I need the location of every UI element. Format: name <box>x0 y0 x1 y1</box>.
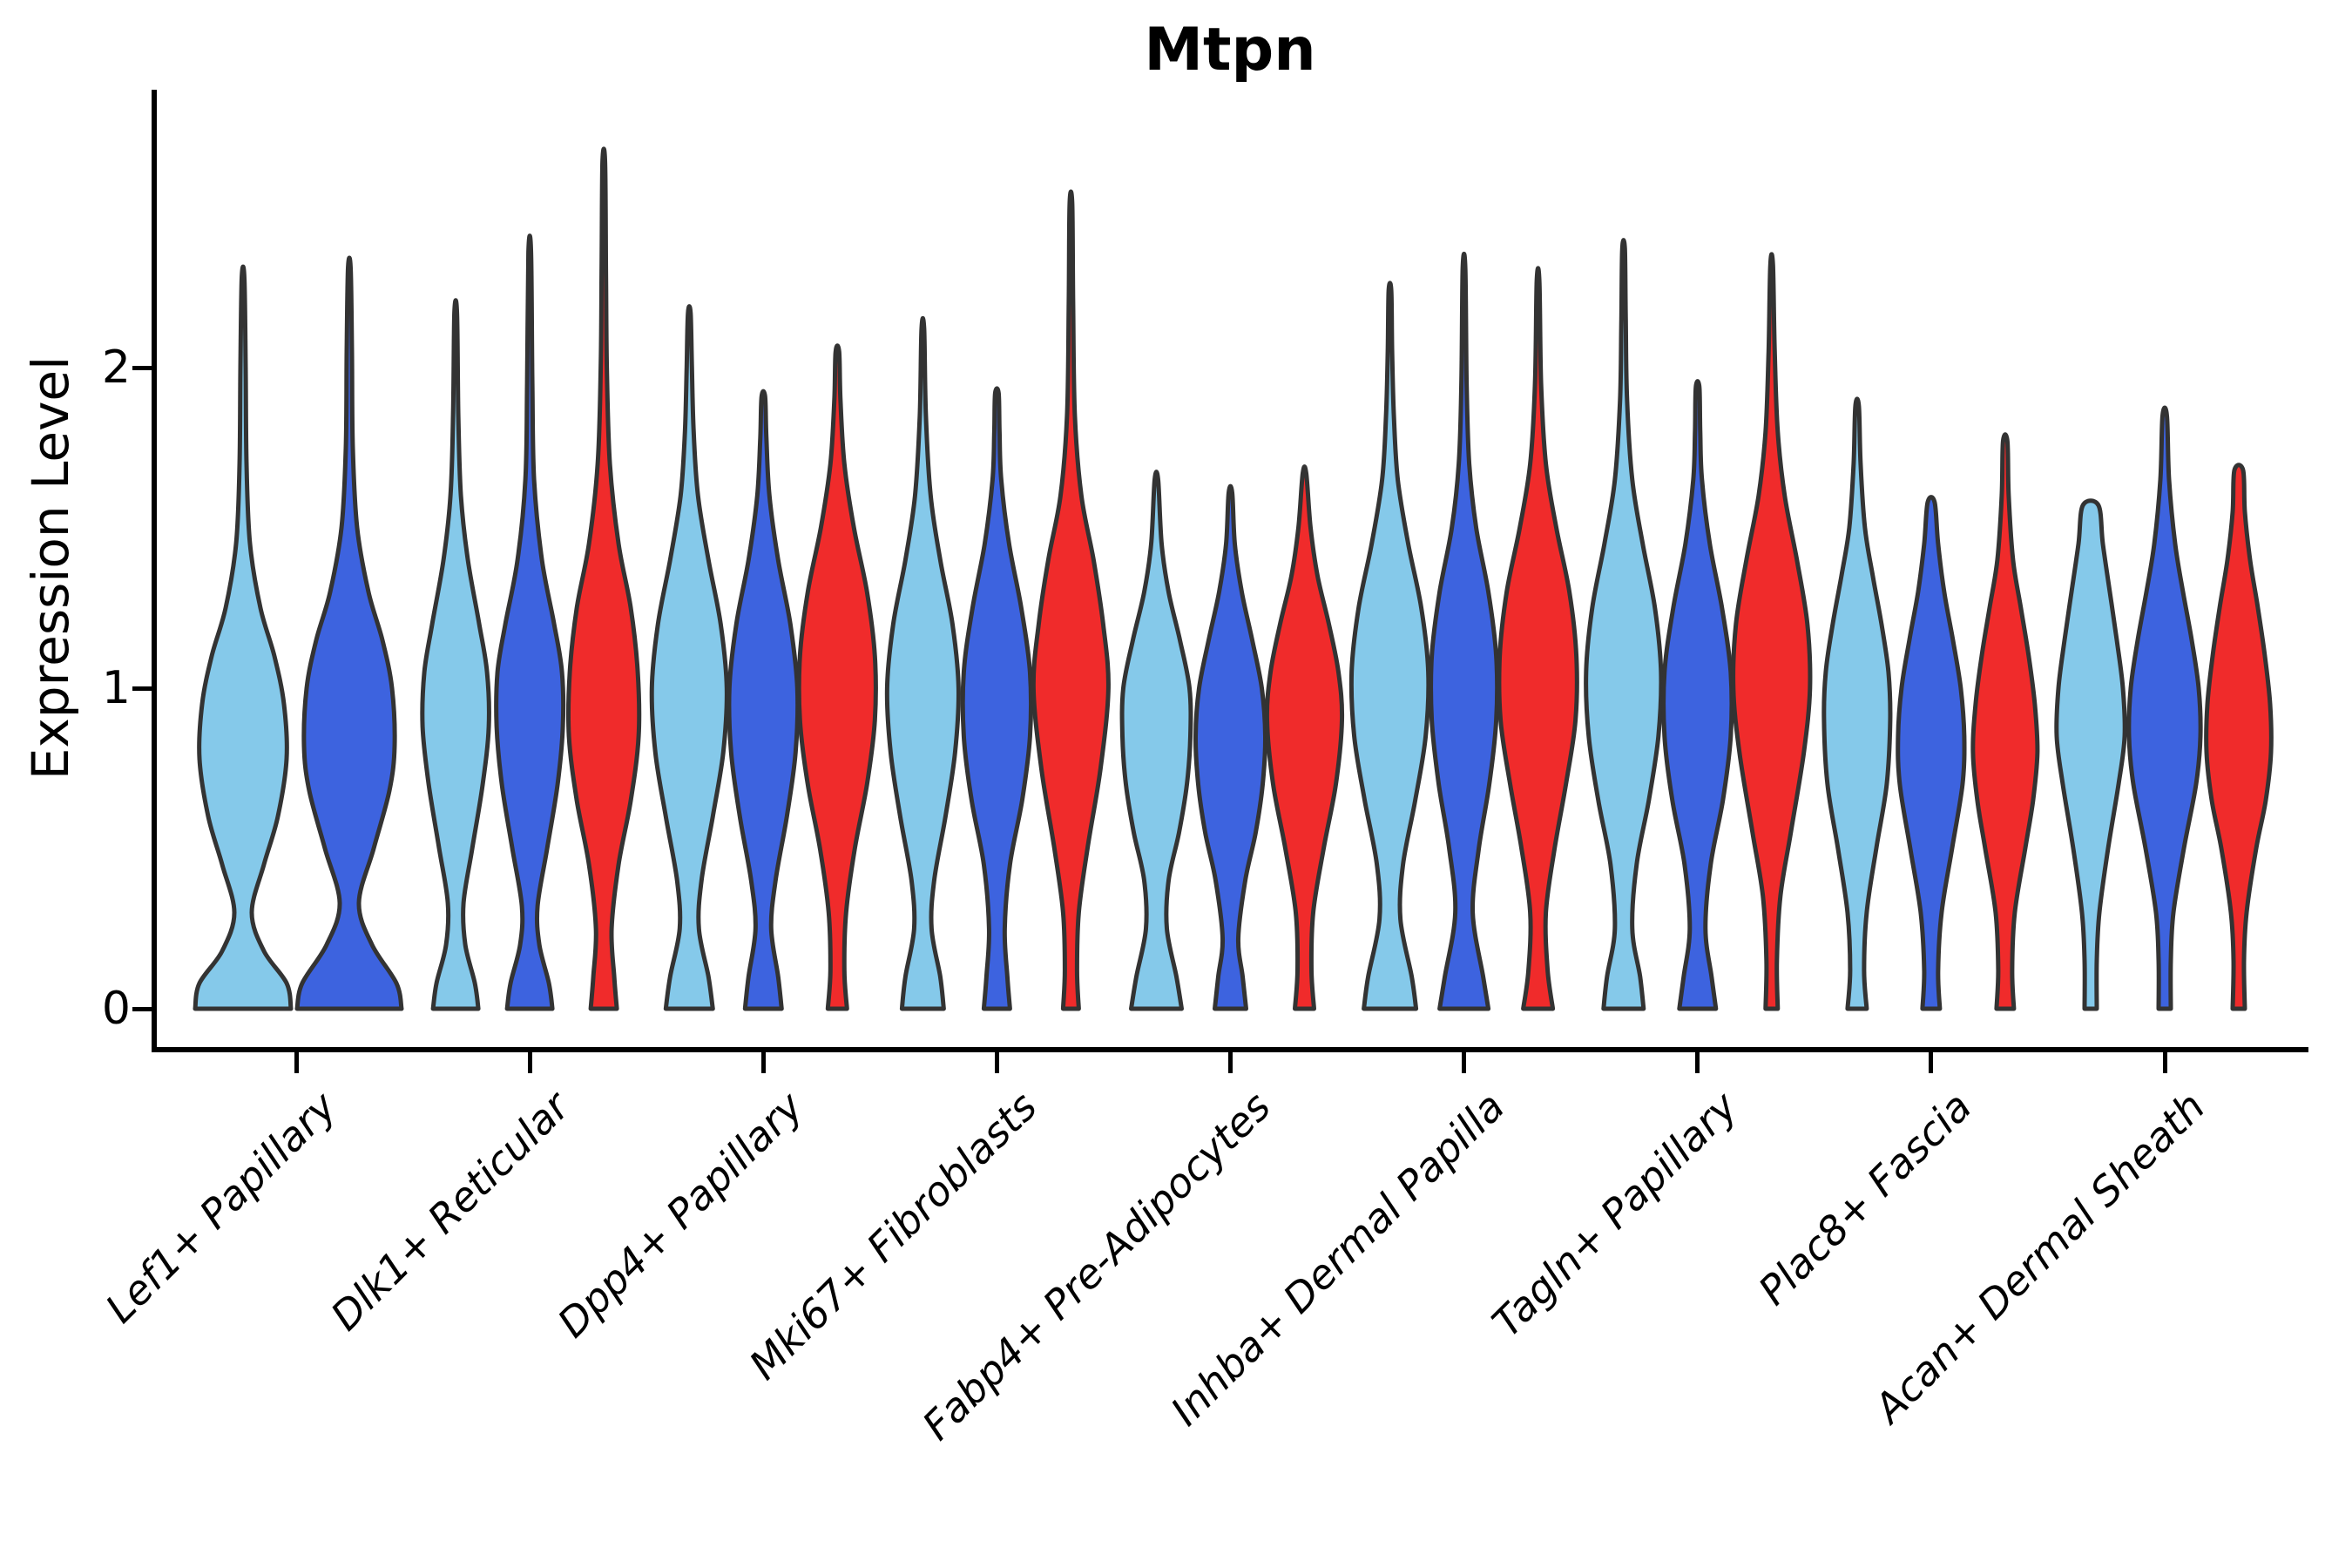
x-tick-mark-mki67-fibroblasts <box>994 1050 999 1073</box>
chart-title: Mtpn <box>1144 16 1316 84</box>
x-tick-mark-inhba-dermal-papilla <box>1462 1050 1467 1073</box>
x-tick-mark-lef1-papillary <box>294 1050 299 1073</box>
x-tick-mark-acan-dermal-sheath <box>2162 1050 2167 1073</box>
y-tick-mark-0 <box>132 1007 152 1011</box>
violin-plac8-fascia-light_blue <box>1821 396 1893 1011</box>
violin-mki67-fibroblasts-red <box>1031 189 1111 1011</box>
violin-inhba-dermal-papilla-light_blue <box>1348 280 1431 1011</box>
violin-acan-dermal-sheath-dark_blue <box>2126 405 2203 1011</box>
violin-lef1-papillary-light_blue <box>193 264 294 1011</box>
violin-tagln-papillary-light_blue <box>1584 238 1664 1011</box>
violin-plac8-fascia-dark_blue <box>1896 495 1967 1011</box>
violin-plac8-fascia-red <box>1970 432 2040 1011</box>
y-tick-mark-1 <box>132 686 152 691</box>
x-tick-mark-tagln-papillary <box>1695 1050 1700 1073</box>
violin-acan-dermal-sheath-red <box>2204 463 2274 1011</box>
violin-dpp4-papillary-light_blue <box>649 304 729 1011</box>
x-tick-mark-plac8-fascia <box>1929 1050 1934 1073</box>
y-axis-spine <box>152 90 157 1052</box>
y-tick-mark-2 <box>132 366 152 370</box>
x-tick-mark-fabp4-pre-adipocytes <box>1228 1050 1233 1073</box>
y-tick-label-0: 0 <box>101 983 131 1035</box>
violin-dlk1-reticular-red <box>565 146 642 1011</box>
violin-tagln-papillary-red <box>1731 252 1813 1011</box>
violin-fabp4-pre-adipocytes-dark_blue <box>1193 483 1268 1011</box>
y-tick-label-2: 2 <box>101 341 131 394</box>
x-tick-mark-dpp4-papillary <box>760 1050 766 1073</box>
violin-fabp4-pre-adipocytes-red <box>1264 464 1345 1011</box>
y-tick-label-1: 1 <box>101 662 131 714</box>
violin-dlk1-reticular-dark_blue <box>494 233 566 1011</box>
violin-dlk1-reticular-light_blue <box>420 298 491 1011</box>
violin-inhba-dermal-papilla-dark_blue <box>1429 251 1500 1011</box>
violin-dpp4-papillary-dark_blue <box>727 389 801 1011</box>
violin-inhba-dermal-papilla-red <box>1497 266 1579 1011</box>
violin-lef1-papillary-dark_blue <box>294 255 404 1011</box>
violin-tagln-papillary-dark_blue <box>1661 379 1734 1011</box>
violin-mki67-fibroblasts-light_blue <box>884 315 961 1011</box>
violin-mki67-fibroblasts-dark_blue <box>960 386 1034 1011</box>
violin-acan-dermal-sheath-light_blue <box>2054 498 2127 1011</box>
violin-fabp4-pre-adipocytes-light_blue <box>1119 470 1193 1011</box>
violin-dpp4-papillary-red <box>796 343 878 1011</box>
x-tick-mark-dlk1-reticular <box>527 1050 532 1073</box>
